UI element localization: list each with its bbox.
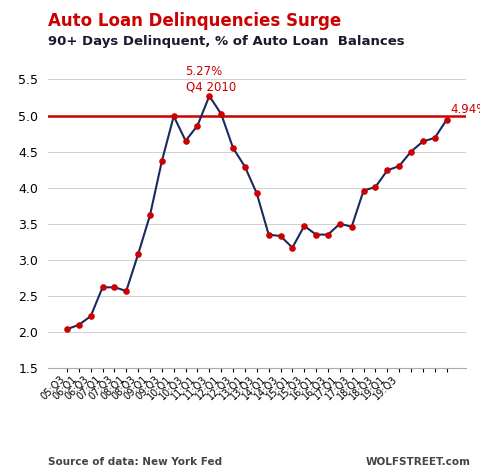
Point [396, 162, 403, 170]
Point [324, 231, 332, 238]
Point [205, 92, 213, 100]
Text: 90+ Days Delinquent, % of Auto Loan  Balances: 90+ Days Delinquent, % of Auto Loan Bala… [48, 35, 405, 49]
Point [75, 321, 83, 329]
Point [193, 122, 201, 129]
Point [360, 187, 367, 194]
Point [312, 231, 320, 238]
Point [134, 250, 142, 258]
Point [241, 163, 249, 170]
Point [63, 325, 71, 333]
Point [146, 211, 154, 219]
Point [229, 144, 237, 152]
Point [182, 137, 190, 144]
Point [253, 190, 261, 197]
Point [407, 148, 415, 155]
Point [336, 220, 344, 228]
Point [419, 138, 427, 145]
Point [443, 116, 450, 124]
Point [431, 134, 439, 142]
Text: 5.27%
Q4 2010: 5.27% Q4 2010 [186, 65, 236, 93]
Point [372, 183, 379, 191]
Point [300, 222, 308, 230]
Point [217, 110, 225, 118]
Point [110, 284, 118, 291]
Point [170, 112, 178, 120]
Point [87, 312, 95, 320]
Point [265, 231, 273, 238]
Point [122, 287, 130, 295]
Point [288, 244, 296, 252]
Point [99, 284, 107, 291]
Point [384, 167, 391, 174]
Point [348, 223, 356, 230]
Point [158, 157, 166, 165]
Text: 4.94%: 4.94% [450, 103, 480, 116]
Point [276, 232, 284, 240]
Text: Source of data: New York Fed: Source of data: New York Fed [48, 457, 222, 467]
Text: WOLFSTREET.com: WOLFSTREET.com [365, 457, 470, 467]
Text: Auto Loan Delinquencies Surge: Auto Loan Delinquencies Surge [48, 12, 341, 30]
